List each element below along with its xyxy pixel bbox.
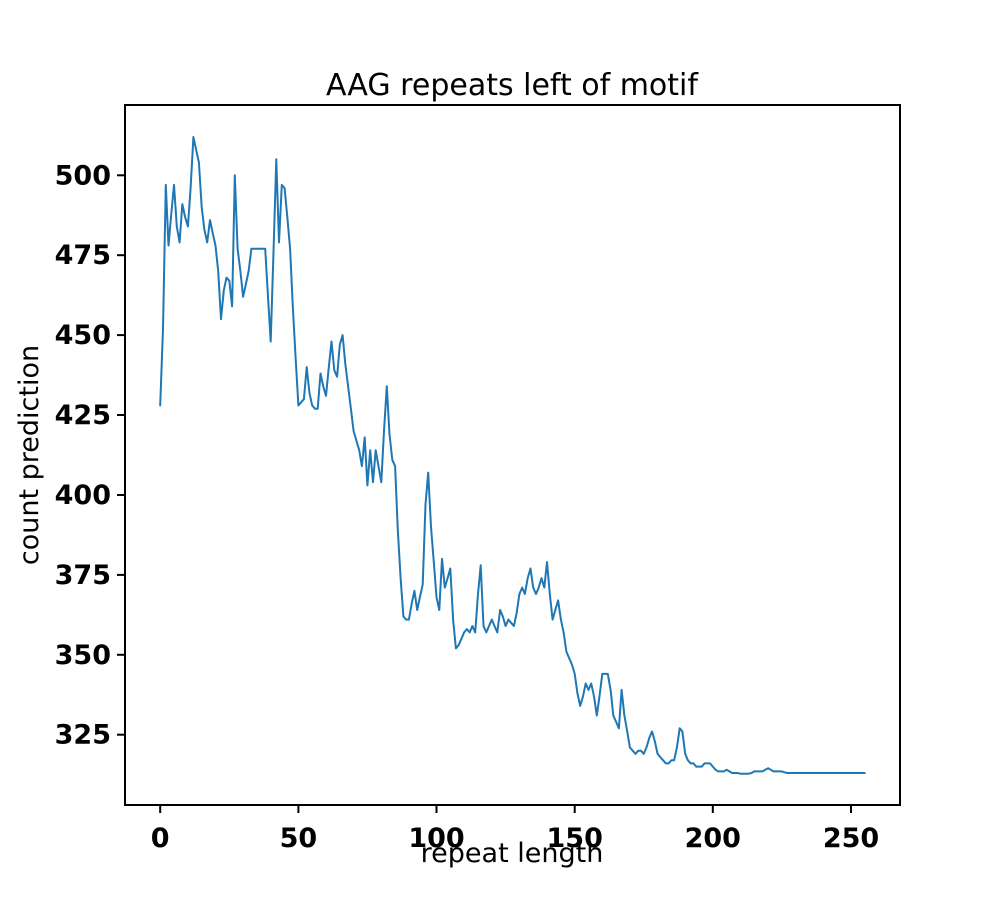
x-tick-label: 0 <box>151 823 170 854</box>
x-tick-label: 200 <box>685 823 741 854</box>
y-tick-label: 325 <box>55 720 111 751</box>
chart-title: AAG repeats left of motif <box>326 68 699 103</box>
y-tick-label: 375 <box>55 560 111 591</box>
plot-frame <box>124 104 901 806</box>
y-tick-label: 500 <box>55 160 111 191</box>
y-axis-label: count prediction <box>14 345 45 565</box>
y-tick-label: 450 <box>55 320 111 351</box>
y-axis-ticks: 325 350 375 400 425 450 475 500 <box>55 160 125 751</box>
y-tick-label: 350 <box>55 640 111 671</box>
x-tick-label: 150 <box>547 823 603 854</box>
x-axis-ticks: 0 50 100 150 200 250 <box>151 805 879 854</box>
y-tick-label: 400 <box>55 480 111 511</box>
x-tick-label: 250 <box>823 823 879 854</box>
x-tick-label: 100 <box>408 823 464 854</box>
x-tick-label: 50 <box>280 823 318 854</box>
y-tick-label: 475 <box>55 240 111 271</box>
data-series-line <box>159 136 866 775</box>
x-axis-label: repeat length <box>421 838 604 869</box>
y-tick-label: 425 <box>55 400 111 431</box>
